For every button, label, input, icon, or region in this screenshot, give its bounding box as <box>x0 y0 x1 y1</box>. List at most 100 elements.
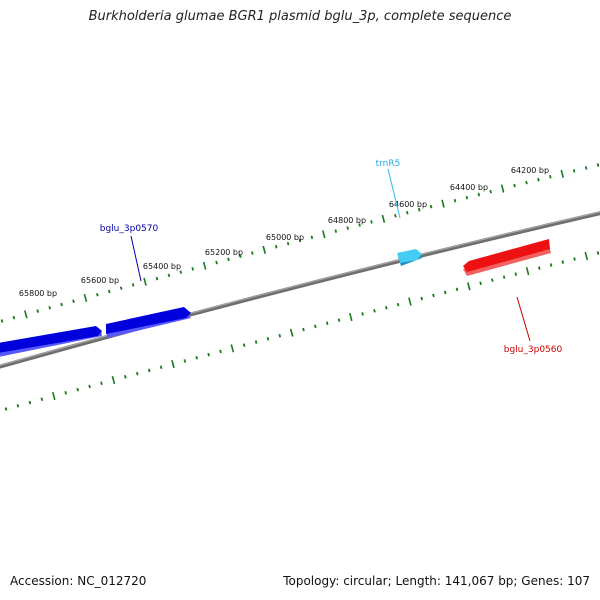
sequence-backbone-highlight <box>0 211 600 367</box>
minor-tick <box>28 400 32 405</box>
minor-tick <box>513 183 516 188</box>
major-tick <box>584 251 589 261</box>
minor-tick <box>396 302 400 307</box>
minor-tick <box>310 235 314 240</box>
minor-tick <box>491 278 494 282</box>
major-tick <box>560 169 564 178</box>
minor-tick <box>167 273 171 278</box>
major-tick <box>202 261 207 270</box>
minor-tick <box>370 220 373 224</box>
map-title: Burkholderia glumae BGR1 plasmid bglu_3p… <box>88 9 512 24</box>
minor-tick <box>215 260 218 265</box>
scale-label: 65600 bp <box>81 276 119 285</box>
outer-scale-track <box>0 163 600 323</box>
minor-tick <box>12 315 16 320</box>
feature-label-leader <box>387 168 401 219</box>
major-tick <box>171 359 175 369</box>
minor-tick <box>572 169 576 173</box>
scale-label: 65000 bp <box>266 233 304 242</box>
minor-tick <box>549 174 552 179</box>
minor-tick <box>479 281 482 286</box>
minor-tick <box>337 318 341 322</box>
minor-tick <box>266 337 270 341</box>
major-tick <box>525 267 530 276</box>
major-tick <box>500 184 505 193</box>
major-tick <box>322 230 326 239</box>
minor-tick <box>119 286 123 290</box>
sequence-backbone <box>0 211 600 369</box>
sequence-stats: Topology: circular; Length: 141,067 bp; … <box>283 574 590 588</box>
minor-tick <box>179 270 183 274</box>
feature-label: trnR5 <box>376 159 401 169</box>
scale-label: 65800 bp <box>19 289 57 298</box>
minor-tick <box>489 189 492 194</box>
minor-tick <box>453 198 457 203</box>
minor-tick <box>596 163 600 167</box>
minor-tick <box>136 371 139 376</box>
minor-tick <box>477 192 481 197</box>
major-tick <box>143 277 147 286</box>
minor-tick <box>242 343 246 347</box>
major-tick <box>349 312 353 322</box>
minor-tick <box>254 340 258 344</box>
genes-value: 107 <box>567 574 590 588</box>
major-tick <box>230 344 235 353</box>
minor-tick <box>239 254 242 258</box>
minor-tick <box>100 381 103 386</box>
length-value: 141,067 bp; <box>444 574 518 588</box>
minor-tick <box>334 229 338 233</box>
minor-tick <box>183 359 187 363</box>
minor-tick <box>0 319 4 323</box>
feature-label: bglu_3p0560 <box>504 345 563 355</box>
feature-bglu-3p0560[interactable]: bglu_3p0560 <box>463 239 563 355</box>
feature-bglu-3p0570[interactable]: bglu_3p0570 <box>0 224 191 357</box>
minor-tick <box>561 260 565 264</box>
minor-tick <box>147 368 151 373</box>
minor-tick <box>549 263 553 267</box>
minor-tick <box>4 407 8 411</box>
minor-tick <box>514 272 518 276</box>
minor-tick <box>88 384 91 389</box>
minor-tick <box>596 251 600 255</box>
scale-label: 64800 bp <box>328 216 366 225</box>
minor-tick <box>358 223 361 227</box>
minor-tick <box>108 289 111 294</box>
feature-label-leader <box>130 235 142 282</box>
minor-tick <box>573 257 576 261</box>
topology-label: Topology: <box>283 574 340 588</box>
scale-label: 65200 bp <box>205 248 243 257</box>
minor-tick <box>131 283 135 287</box>
minor-tick <box>417 207 421 212</box>
minor-tick <box>443 290 447 295</box>
minor-tick <box>406 210 409 215</box>
topology-value: circular; <box>343 574 392 588</box>
minor-tick <box>60 302 63 307</box>
major-tick <box>24 310 28 319</box>
major-tick <box>408 297 412 306</box>
minor-tick <box>191 267 194 271</box>
minor-tick <box>16 403 20 408</box>
minor-tick <box>346 226 349 230</box>
minor-tick <box>455 287 459 292</box>
minor-tick <box>429 204 433 209</box>
minor-tick <box>155 276 159 281</box>
feature-arrow <box>0 326 102 353</box>
minor-tick <box>40 397 44 402</box>
minor-tick <box>72 299 75 304</box>
major-tick <box>83 293 88 303</box>
minor-tick <box>394 213 397 218</box>
feature-label-leader <box>516 296 531 342</box>
feature-arrow <box>106 307 191 334</box>
scale-label: 65400 bp <box>143 262 181 271</box>
major-tick <box>381 214 386 223</box>
minor-tick <box>302 327 305 332</box>
minor-tick <box>298 238 302 243</box>
minor-tick <box>219 349 222 354</box>
feature-trnr5[interactable]: trnR5 <box>376 159 422 266</box>
genes-label: Genes: <box>521 574 564 588</box>
minor-tick <box>159 365 163 370</box>
major-tick <box>262 245 267 255</box>
minor-tick <box>584 166 588 170</box>
minor-tick <box>538 266 541 270</box>
